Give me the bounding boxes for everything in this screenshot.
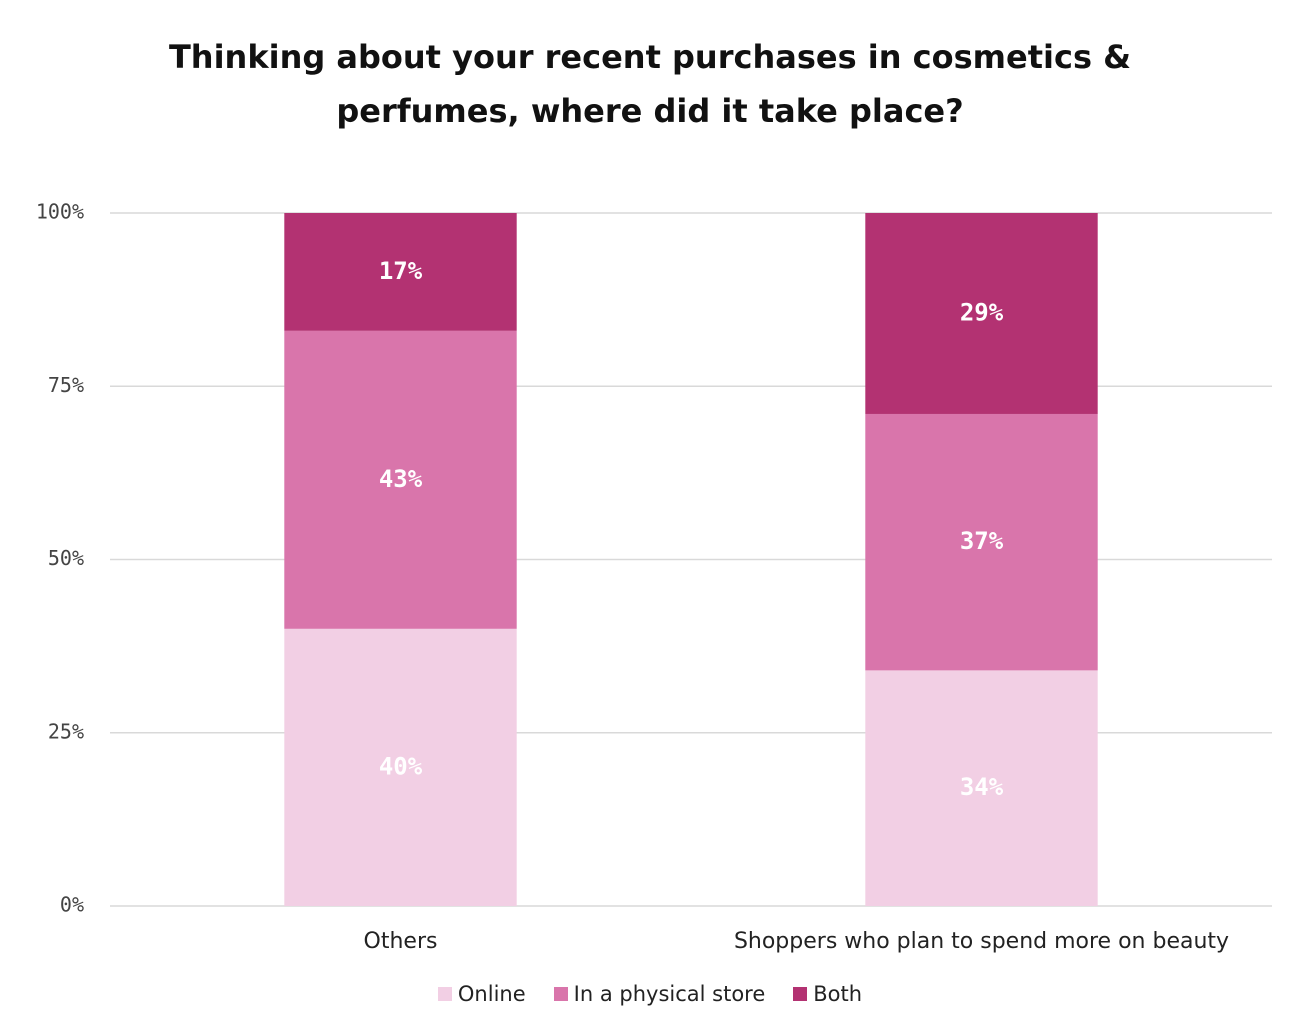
legend-label: Both [813,982,863,1006]
data-label: 43% [379,465,423,493]
chart-title: Thinking about your recent purchases in … [168,38,1132,130]
legend-swatch [437,987,452,1001]
y-tick-label: 25% [48,719,84,743]
bar-segment [284,213,517,331]
data-label: 34% [960,773,1004,801]
y-tick-label: 75% [48,373,84,397]
y-tick-label: 50% [48,546,84,570]
data-label: 37% [960,527,1004,555]
legend: Online In a physical store Both [0,982,1300,1006]
legend-item: In a physical store [553,982,766,1006]
bar-segment [284,330,517,629]
x-tick-label: Others [364,929,438,954]
bar-segment [865,213,1098,414]
bar-segment [865,670,1098,906]
y-tick-label: 100% [36,200,84,224]
legend-item: Both [793,982,862,1006]
legend-item: Online [437,982,526,1006]
y-tick-label: 0% [60,893,84,917]
legend-label: In a physical store [573,982,766,1006]
data-label: 17% [379,257,423,285]
data-label: 29% [960,298,1004,326]
legend-swatch [553,987,568,1001]
data-label: 40% [379,752,423,780]
bar-segment [284,628,517,906]
bar-segment [865,413,1098,671]
legend-label: Online [457,982,526,1006]
legend-swatch [793,987,808,1001]
x-tick-label: Shoppers who plan to spend more on beaut… [734,929,1229,954]
